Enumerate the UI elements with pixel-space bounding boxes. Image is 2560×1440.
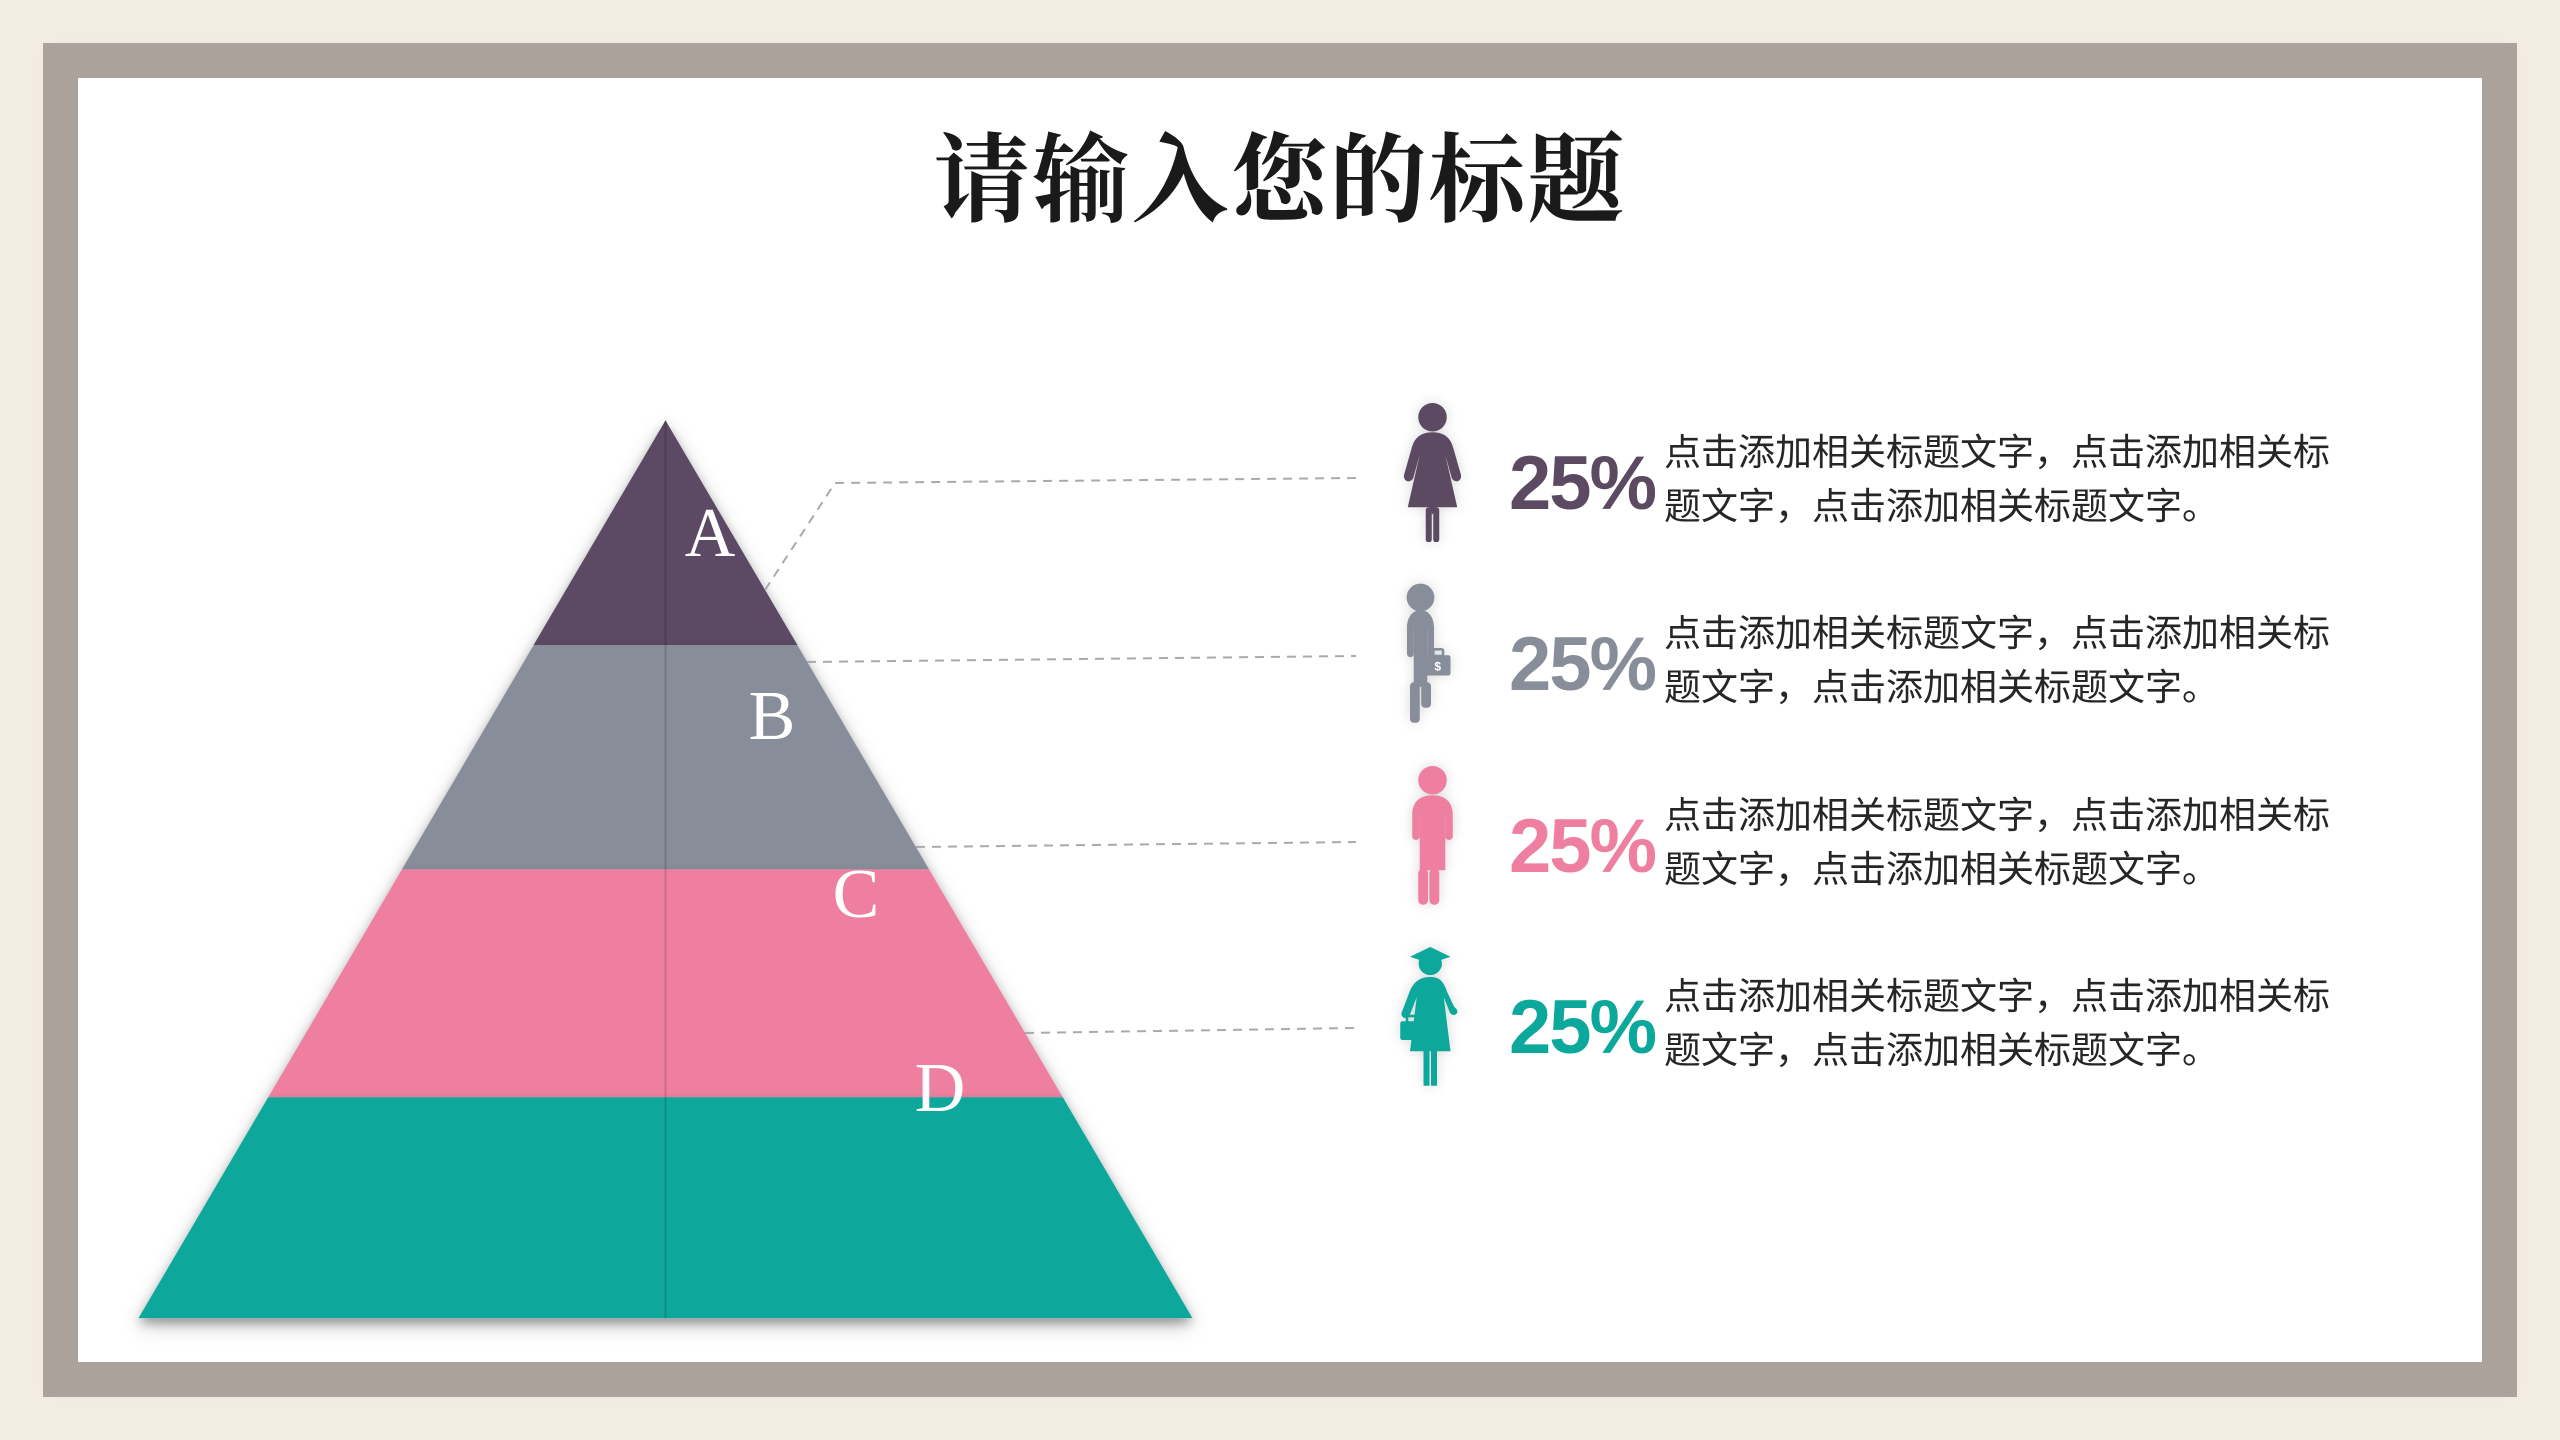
svg-text:C: C: [833, 856, 880, 933]
svg-text:D: D: [915, 1050, 966, 1127]
svg-text:$: $: [1434, 659, 1441, 673]
svg-text:A: A: [685, 495, 736, 572]
svg-text:B: B: [749, 678, 796, 755]
